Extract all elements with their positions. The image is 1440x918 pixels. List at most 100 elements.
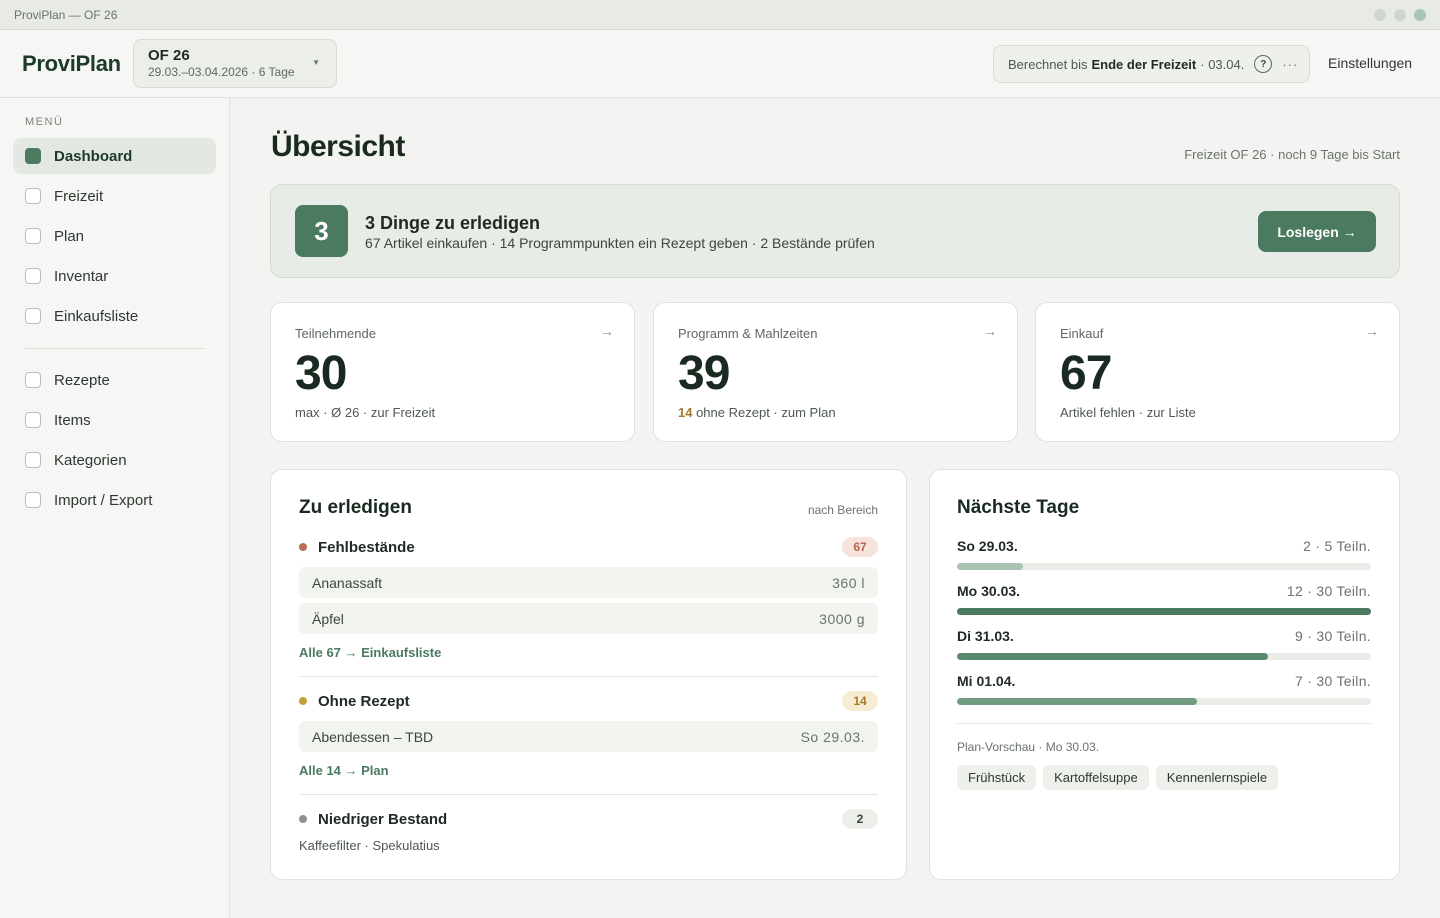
sidebar-item-label: Freizeit [54,187,104,205]
count-badge: 2 [842,809,878,829]
group-name: Niedriger Bestand [318,810,448,828]
group-no-recipe: Ohne Rezept 14 [299,690,878,712]
sidebar-item-label: Inventar [54,267,109,285]
sidebar-item-label: Kategorien [54,451,127,469]
day-row[interactable]: Di 31.03. 9 · 30 Teiln. [957,628,1371,660]
sidebar-item-freizeit[interactable]: Freizeit [13,178,216,214]
event-range: 29.03.–03.04.2026 · 6 Tage [148,65,295,79]
sidebar-item-label: Dashboard [54,147,133,165]
item-value: So 29.03. [800,728,865,745]
calc-prefix: Berechnet bis [1008,56,1088,72]
maximize-dot[interactable] [1394,9,1406,21]
status-dot [299,697,307,705]
sidebar: MENÜ Dashboard Freizeit Plan Inventar Ei… [0,98,230,918]
item-value: 360 l [832,574,865,591]
stat-footnote: Artikel fehlen · zur Liste [1060,405,1196,420]
divider [299,676,878,677]
start-button[interactable]: Loslegen → [1258,211,1376,252]
plan-chip[interactable]: Frühstück [957,765,1037,790]
stat-card-shopping[interactable]: Einkauf → 67 Artikel fehlen · zur Liste [1035,302,1400,442]
checkbox-icon [25,492,41,508]
day-progress-track [957,563,1371,570]
item-value: 3000 g [819,610,865,627]
stat-card-program[interactable]: Programm & Mahlzeiten → 39 14 ohne Rezep… [653,302,1018,442]
sidebar-item-plan[interactable]: Plan [13,218,216,254]
sidebar-item-inventar[interactable]: Inventar [13,258,216,294]
item-label: Abendessen – TBD [312,728,434,745]
sidebar-item-items[interactable]: Items [13,402,216,438]
list-item[interactable]: Ananassaft 360 l [299,567,878,598]
item-label: Äpfel [312,610,344,627]
list-item[interactable]: Abendessen – TBD So 29.03. [299,721,878,752]
link-all-shopping[interactable]: Alle 67 → Einkaufsliste [299,645,442,660]
calc-target: Ende der Freizeit [1091,56,1197,72]
sidebar-item-rezepte[interactable]: Rezepte [13,362,216,398]
group-by-label[interactable]: nach Bereich [807,503,878,517]
plan-chip[interactable]: Kartoffelsuppe [1043,765,1149,790]
todo-count-badge: 3 [295,205,348,257]
day-row[interactable]: Mi 01.04. 7 · 30 Teiln. [957,673,1371,705]
count-badge: 67 [842,537,878,557]
page-title: Übersicht [271,130,405,163]
sidebar-item-einkaufsliste[interactable]: Einkaufsliste [13,298,216,334]
stat-label: Teilnehmende [295,326,376,341]
calculation-status: Berechnet bis Ende der Freizeit · 03.04.… [993,45,1310,83]
checkbox-icon [25,268,41,284]
day-progress-fill [957,608,1371,615]
sidebar-item-label: Rezepte [54,371,110,389]
stat-card-participants[interactable]: Teilnehmende → 30 max · Ø 26 · zur Freiz… [270,302,635,442]
plan-preview-label: Plan-Vorschau · Mo 30.03. [957,740,1100,754]
sidebar-item-kategorien[interactable]: Kategorien [13,442,216,478]
window-controls [1374,9,1426,21]
stat-footnote: 14 ohne Rezept · zum Plan [678,405,836,420]
day-label: So 29.03. [957,538,1018,554]
group-low-stock: Niedriger Bestand 2 [299,808,878,830]
checkbox-icon [25,412,41,428]
checkbox-icon [25,228,41,244]
next-days-card: Nächste Tage So 29.03. 2 · 5 Teiln. Mo 30… [929,469,1400,880]
stat-value: 39 [678,347,730,400]
arrow-right-icon: → [600,323,614,339]
sidebar-item-dashboard[interactable]: Dashboard [13,138,216,174]
day-label: Mo 30.03. [957,583,1021,599]
list-item[interactable]: Äpfel 3000 g [299,603,878,634]
settings-link[interactable]: Einstellungen [1328,55,1413,71]
todo-card-title: Zu erledigen [299,497,412,518]
stat-foot-text: ohne Rezept · zum Plan [692,405,836,420]
checkbox-icon [25,452,41,468]
status-dot [299,815,307,823]
sidebar-item-label: Items [54,411,91,429]
group-missing-stock: Fehlbestände 67 [299,536,878,558]
more-icon[interactable]: ··· [1282,56,1299,72]
sidebar-divider [25,348,204,349]
todo-description: 67 Artikel einkaufen · 14 Programmpunkte… [365,235,875,251]
close-dot[interactable] [1414,9,1426,21]
day-row[interactable]: So 29.03. 2 · 5 Teiln. [957,538,1371,570]
checkbox-icon [25,148,41,164]
checkbox-icon [25,188,41,204]
help-icon[interactable]: ? [1254,55,1273,73]
todo-card: Zu erledigen nach Bereich Fehlbestände 6… [270,469,907,880]
link-all-plan[interactable]: Alle 14 → Plan [299,763,389,778]
app-header: ProviPlan OF 26 29.03.–03.04.2026 · 6 Ta… [0,30,1440,98]
divider [299,794,878,795]
checkbox-icon [25,372,41,388]
calc-date: · 03.04. [1200,56,1245,72]
minimize-dot[interactable] [1374,9,1386,21]
day-row[interactable]: Mo 30.03. 12 · 30 Teiln. [957,583,1371,615]
low-stock-items: Kaffeefilter · Spekulatius [299,838,440,853]
day-progress-track [957,698,1371,705]
plan-chip[interactable]: Kennenlernspiele [1155,765,1279,790]
day-progress-fill [957,698,1198,705]
plan-preview-chips: Frühstück Kartoffelsuppe Kennenlernspiel… [957,765,1279,790]
group-name: Ohne Rezept [318,692,410,710]
brand-logo[interactable]: ProviPlan [22,51,121,76]
event-selector[interactable]: OF 26 29.03.–03.04.2026 · 6 Tage ▼ [133,39,337,88]
day-progress-fill [957,563,1024,570]
day-info: 2 · 5 Teiln. [1303,538,1371,554]
sidebar-item-import-export[interactable]: Import / Export [13,482,216,518]
count-badge: 14 [842,691,878,711]
day-label: Di 31.03. [957,628,1014,644]
stat-label: Programm & Mahlzeiten [678,326,818,341]
day-label: Mi 01.04. [957,673,1016,689]
